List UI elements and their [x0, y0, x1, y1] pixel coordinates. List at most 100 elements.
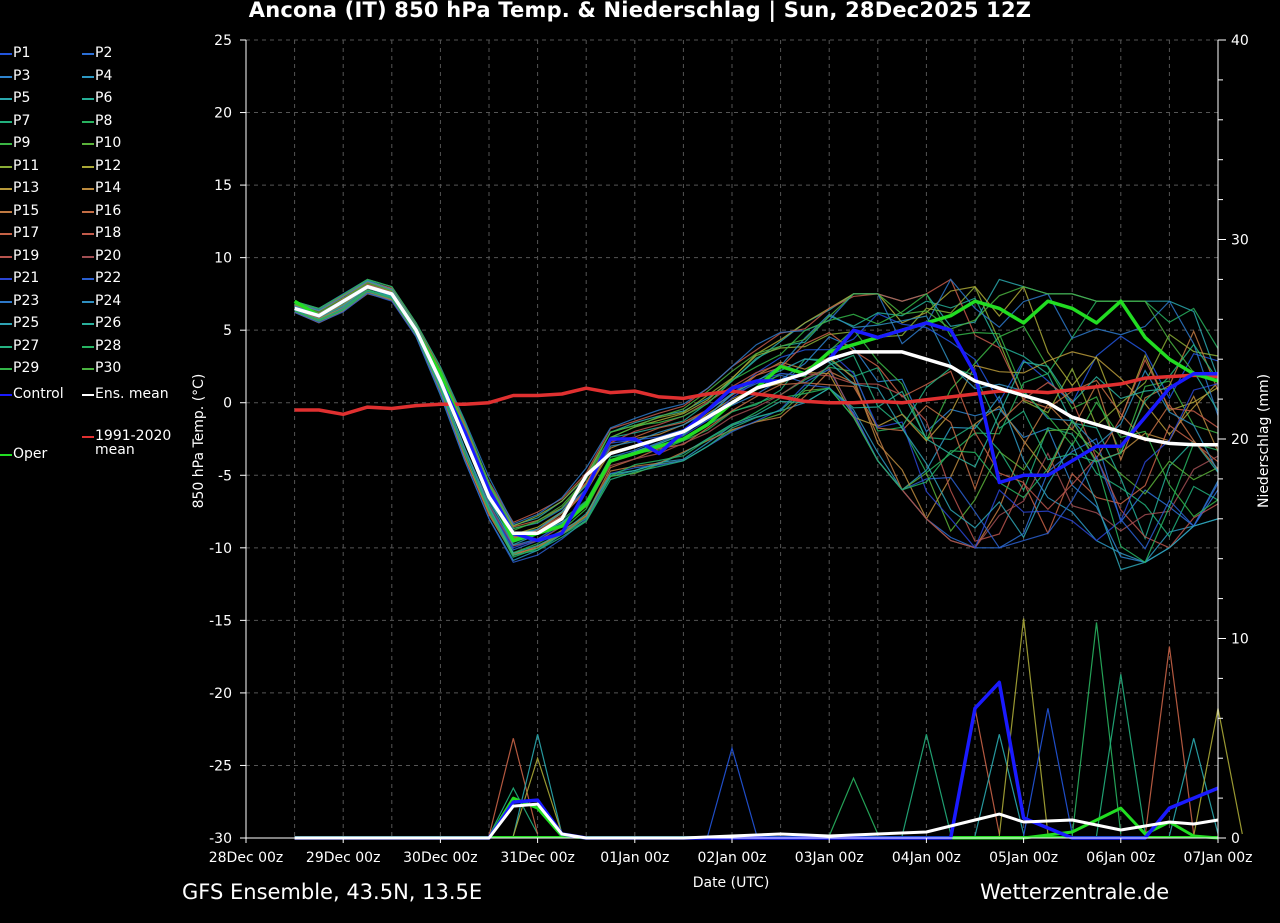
series-control-precip — [294, 680, 1219, 840]
y-tick-label: 15 — [214, 178, 232, 194]
y-tick-label: 5 — [223, 323, 232, 339]
legend-swatch — [0, 210, 12, 213]
legend-swatch — [0, 188, 12, 190]
x-tick-label: 03Jan 00z — [795, 850, 864, 866]
legend-label: P5 — [13, 90, 31, 106]
x-tick-label: 01Jan 00z — [600, 850, 669, 866]
member-temp-line-P13 — [294, 283, 1219, 538]
legend-swatch — [82, 233, 94, 235]
legend-swatch — [82, 345, 94, 348]
member-precip-spike — [512, 756, 563, 837]
source-credit: Wetterzentrale.de — [980, 880, 1170, 904]
legend-swatch — [82, 436, 94, 438]
legend-swatch — [0, 165, 12, 168]
legend-swatch — [82, 300, 94, 303]
legend-swatch — [82, 394, 94, 396]
legend-label: Ens. mean — [95, 386, 169, 402]
legend-swatch — [82, 323, 94, 325]
legend-label: P8 — [95, 112, 113, 129]
y-tick-label: -5 — [218, 468, 232, 484]
series-ens-mean-precip — [294, 802, 1219, 840]
member-temp-line-P22 — [294, 292, 1219, 564]
y-tick-label: -10 — [209, 541, 232, 557]
legend-swatch — [0, 394, 12, 396]
x-tick-label: 05Jan 00z — [989, 850, 1058, 866]
legend-label: P4 — [95, 67, 113, 84]
legend-swatch — [0, 53, 12, 55]
x-tick-label: 28Dec 00z — [209, 850, 284, 866]
x-tick-label: 04Jan 00z — [892, 850, 961, 866]
y2-tick-label: 10 — [1231, 632, 1249, 648]
y-tick-label: 25 — [214, 33, 232, 49]
legend-label: P21 — [13, 270, 40, 286]
series — [293, 284, 1219, 840]
series-control — [294, 284, 1218, 543]
legend-label: P27 — [13, 337, 40, 354]
legend-label: P25 — [13, 315, 40, 331]
legend-label: P18 — [95, 225, 122, 241]
y-tick-label: -15 — [209, 613, 232, 629]
y-axis-label: 850 hPa Temp. (°C) — [191, 374, 207, 509]
legend-label: P17 — [13, 225, 40, 241]
legend-label: P28 — [95, 337, 122, 354]
legend-label: P10 — [95, 135, 122, 151]
member-temp-line-P28 — [294, 290, 1219, 564]
legend-label: P20 — [95, 247, 122, 264]
legend-swatch — [0, 255, 12, 258]
member-temp-line-P10 — [294, 291, 1219, 556]
model-info: GFS Ensemble, 43.5N, 13.5E — [182, 880, 483, 904]
legend-label: P12 — [95, 157, 122, 174]
legend-label: P26 — [95, 315, 122, 331]
member-precip-spike — [974, 734, 1025, 837]
legend-swatch — [82, 188, 94, 190]
axes: 25 20 15 10 5 0 -5 -10 -15 -20 -25 -30 40 30 20 10 0 28De… — [209, 33, 1253, 866]
legend-swatch — [0, 300, 12, 303]
legend-swatch — [0, 143, 12, 145]
y2-tick-label: 30 — [1231, 233, 1249, 249]
y-tick-label: -30 — [209, 831, 232, 847]
y-tick-label: 20 — [214, 106, 232, 122]
legend-label: P1 — [13, 45, 31, 61]
legend-label: P11 — [13, 157, 40, 174]
legend-swatch — [0, 75, 12, 78]
x-tick-label: 31Dec 00z — [500, 850, 575, 866]
member-precip-spike — [901, 734, 952, 837]
x-tick-label: 29Dec 00z — [306, 850, 381, 866]
legend-label: P3 — [13, 67, 31, 84]
x-tick-label: 30Dec 00z — [403, 850, 478, 866]
legend-swatch — [82, 255, 94, 258]
y2-tick-label: 0 — [1231, 831, 1240, 847]
legend-swatch — [0, 278, 12, 280]
legend-label: P6 — [95, 90, 113, 106]
legend-swatch — [0, 345, 12, 348]
member-temp-line-P12 — [294, 283, 1219, 536]
y-tick-label: 0 — [223, 396, 232, 412]
legend-swatch — [82, 98, 94, 100]
x-tick-label: 02Jan 00z — [697, 850, 766, 866]
legend-label: P2 — [95, 45, 113, 61]
member-precip-spike — [488, 786, 539, 837]
legend: P1 P2 P3 P4 P5 P6 P7 P8 P9 P10 P11 P12 P13 P14 P15 P16 P… — [0, 44, 200, 474]
legend-label: P19 — [13, 247, 40, 264]
legend-label: P22 — [95, 270, 122, 286]
member-temp-line-P18 — [294, 278, 1219, 524]
legend-swatch — [82, 165, 94, 168]
legend-swatch — [82, 75, 94, 78]
legend-label: Control — [13, 386, 64, 402]
member-temp-line-P15 — [294, 290, 1219, 555]
legend-swatch — [0, 233, 12, 235]
legend-label: P29 — [13, 360, 40, 376]
legend-swatch — [0, 454, 12, 456]
y-tick-label: -20 — [209, 686, 232, 702]
legend-label: mean — [95, 442, 135, 458]
member-temp-line-P29 — [294, 278, 1219, 530]
chart-title: Ancona (IT) 850 hPa Temp. & Niederschlag… — [248, 0, 1032, 22]
legend-swatch — [82, 120, 94, 123]
member-spread — [294, 278, 1243, 839]
y2-axis-label: Niederschlag (mm) — [1256, 374, 1272, 508]
x-tick-label: 07Jan 00z — [1183, 850, 1252, 866]
member-precip-spike — [1071, 622, 1122, 837]
member-temp-line-P16 — [294, 293, 1219, 557]
legend-label: P13 — [13, 180, 40, 196]
